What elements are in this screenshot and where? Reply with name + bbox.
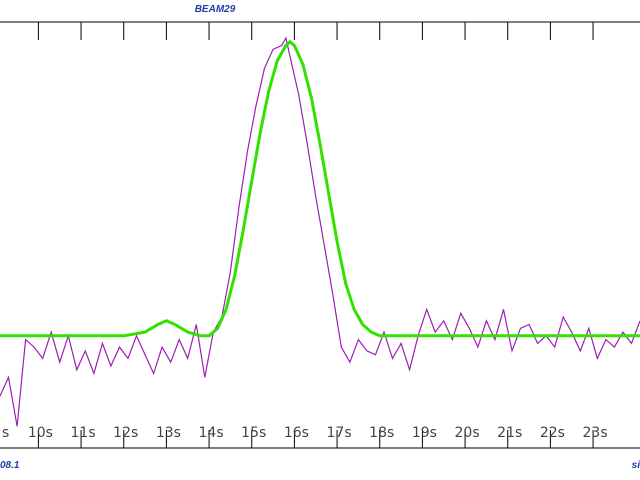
chart-title: BEAM29 [194,4,236,15]
footer-left-label: 08.1 [0,460,20,471]
x-tick-label: 17s [327,425,352,441]
x-tick-label: s [2,425,9,441]
x-tick-label: 13s [156,425,181,441]
x-tick-label: 14s [199,425,224,441]
x-tick-label: 16s [284,425,309,441]
x-tick-labels: s 10s 11s 12s 13s 14s 15s 16s 17s 18s 19s 20s 21s 22s… [2,425,608,441]
x-tick-label: 23s [583,425,608,441]
x-tick-label: 10s [28,425,53,441]
fit-series-line [0,39,640,338]
footer-right-label: si [631,460,640,471]
x-tick-label: 12s [113,425,138,441]
x-tick-label: 22s [540,425,565,441]
x-tick-label: 19s [412,425,437,441]
x-tick-label: 15s [241,425,266,441]
x-tick-label: 18s [369,425,394,441]
x-tick-label: 21s [497,425,522,441]
x-ticks [37,22,594,448]
x-tick-label: 20s [455,425,480,441]
x-tick-label: 11s [71,425,96,441]
measured-series-line [0,36,640,427]
